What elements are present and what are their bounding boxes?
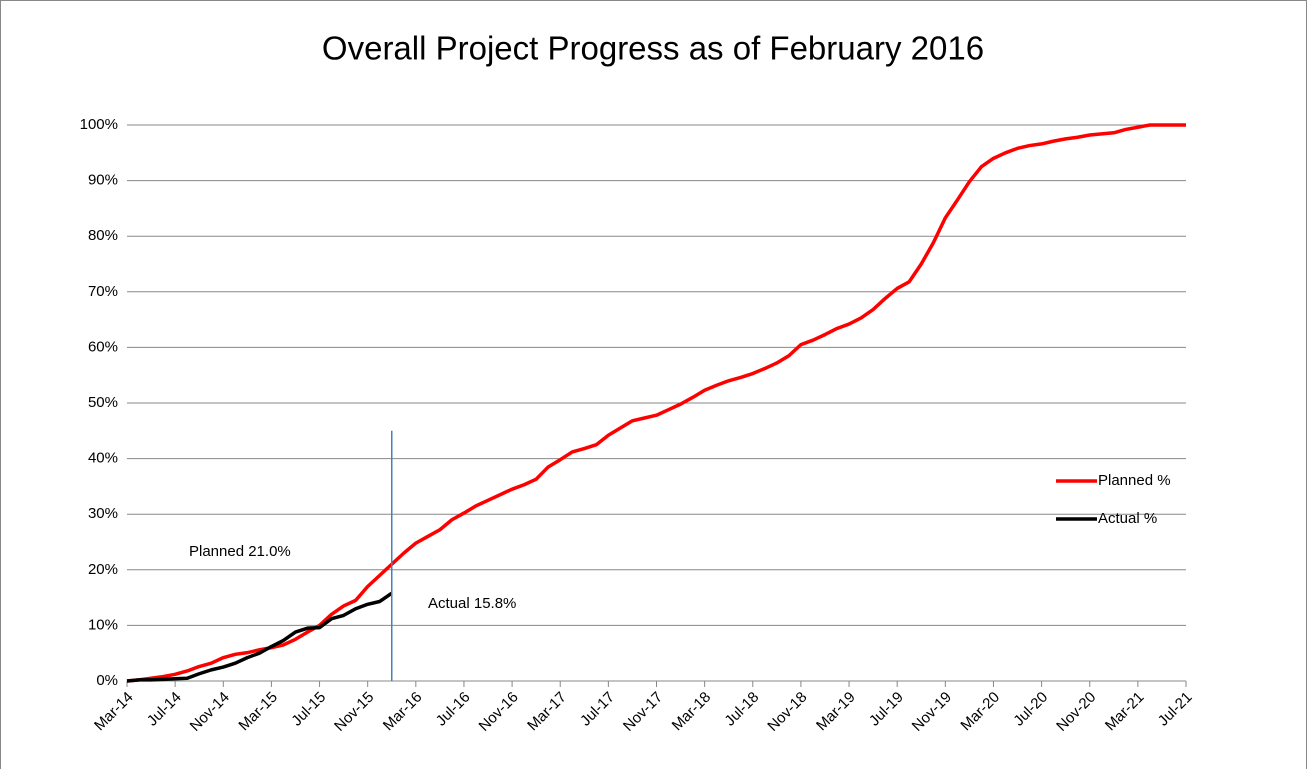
line-series xyxy=(126,123,1186,683)
line-series xyxy=(126,591,393,683)
y-tick-label: 10% xyxy=(88,616,118,633)
y-tick-label: 50% xyxy=(88,394,118,411)
legend-label: Planned % xyxy=(1098,472,1171,489)
y-tick-label: 0% xyxy=(96,672,118,689)
chart-title: Overall Project Progress as of February … xyxy=(322,30,984,67)
y-tick-label: 40% xyxy=(88,450,118,467)
legend-label: Actual % xyxy=(1098,510,1157,527)
y-tick-label: 20% xyxy=(88,561,118,578)
y-tick-label: 70% xyxy=(88,283,118,300)
annotation: Actual 15.8% xyxy=(428,595,516,612)
y-tick-label: 100% xyxy=(80,116,118,133)
annotation: Planned 21.0% xyxy=(189,543,291,560)
y-tick-label: 80% xyxy=(88,227,118,244)
y-tick-label: 30% xyxy=(88,505,118,522)
y-tick-label: 90% xyxy=(88,172,118,189)
y-tick-label: 60% xyxy=(88,338,118,355)
